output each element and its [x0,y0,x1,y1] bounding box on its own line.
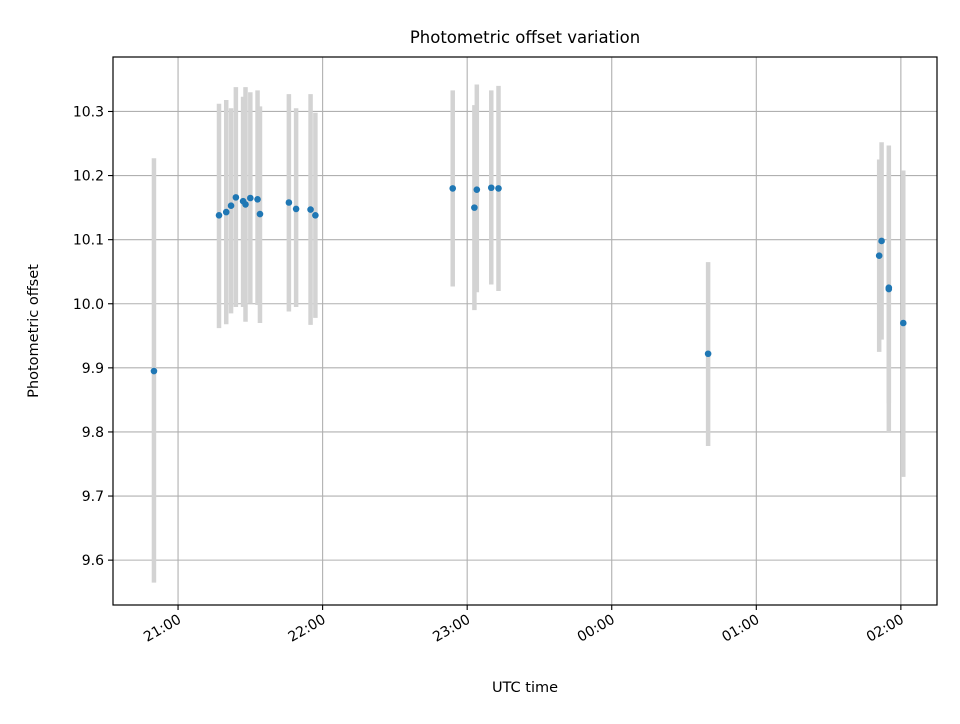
data-point [215,212,223,219]
data-point [292,205,300,213]
data-point [899,319,907,327]
chart-title: Photometric offset variation [410,28,640,47]
point-layer [150,184,907,375]
y-tick-label: 9.9 [82,361,104,377]
data-point [256,210,264,218]
y-tick-label: 10.2 [73,169,104,185]
data-point [878,237,885,245]
y-tick-label: 9.6 [82,553,104,569]
plot-frame [112,56,938,606]
data-point [242,201,249,208]
y-tick-label: 10.0 [73,297,104,313]
y-tick-label: 9.7 [82,489,104,505]
data-point [471,204,478,211]
data-point [704,350,712,358]
data-point [495,185,502,192]
data-point [885,284,893,292]
data-point [449,185,457,192]
data-point [473,186,481,193]
y-tick-label: 9.8 [82,425,104,441]
data-point [247,194,254,202]
x-axis-label: UTC time [492,680,558,696]
data-point [285,199,293,206]
data-point [312,212,319,219]
data-point [222,208,230,216]
data-point [487,184,495,192]
data-point [232,194,240,201]
data-point [227,202,235,209]
y-axis-label: Photometric offset [26,264,42,398]
data-point [875,252,883,259]
data-point [150,367,158,375]
y-tick-label: 10.1 [73,233,104,249]
y-tick-label: 10.3 [73,104,104,120]
data-point [254,195,261,203]
data-point [307,206,314,213]
